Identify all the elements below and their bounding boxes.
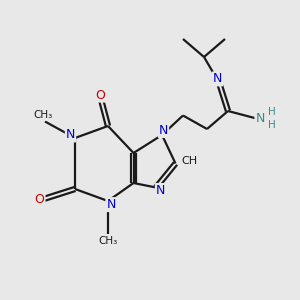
Text: N: N xyxy=(66,128,75,142)
Text: CH₃: CH₃ xyxy=(34,110,53,120)
Text: N: N xyxy=(156,184,165,197)
Text: N: N xyxy=(213,72,222,86)
Text: N: N xyxy=(106,198,116,211)
Text: N: N xyxy=(159,124,168,137)
Text: O: O xyxy=(35,193,44,206)
Text: H: H xyxy=(268,120,276,130)
Text: CH₃: CH₃ xyxy=(98,236,118,246)
Text: N: N xyxy=(255,112,265,125)
Text: O: O xyxy=(96,88,105,102)
Text: H: H xyxy=(268,107,276,117)
Text: CH: CH xyxy=(181,155,197,166)
